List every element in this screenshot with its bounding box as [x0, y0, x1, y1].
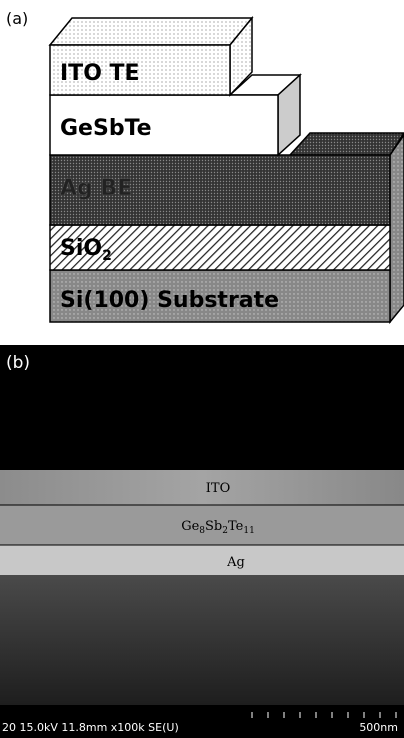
layer-label: Si(100) Substrate	[60, 288, 279, 313]
panel-label: (b)	[6, 353, 30, 373]
layer-label: Ag BE	[60, 176, 132, 201]
subscript: 11	[243, 526, 254, 536]
layer-label: ITO	[206, 481, 230, 496]
gst-layer	[0, 505, 404, 545]
scale-label: 500nm	[359, 721, 398, 734]
layer-label: Ag	[226, 555, 245, 570]
text-part: Te	[228, 519, 244, 534]
text-part: SiO	[60, 236, 102, 261]
subscript: 2	[102, 248, 112, 264]
panel-b: (b) ITO Ge8Sb2Te11 Ag 20 15.0kV 11.8mm x…	[0, 345, 404, 738]
layer-label: ITO TE	[60, 61, 140, 86]
layer-label: GeSbTe	[60, 116, 152, 141]
panel-label: (a)	[6, 9, 28, 28]
ito-layer	[0, 470, 404, 505]
ag-layer	[0, 545, 404, 575]
text-part: Ge	[181, 519, 199, 534]
substrate	[0, 575, 404, 705]
text-part: Sb	[205, 519, 222, 534]
sem-info: 20 15.0kV 11.8mm x100k SE(U)	[2, 721, 179, 734]
panel-a: (a) ITO TE GeSbTe Ag BE SiO2 Si(100) Sub…	[6, 9, 404, 322]
figure: (a) ITO TE GeSbTe Ag BE SiO2 Si(100) Sub…	[0, 0, 404, 738]
